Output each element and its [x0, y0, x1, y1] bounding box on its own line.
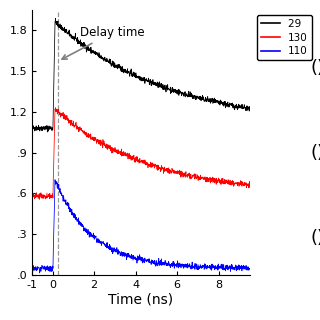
Text: Delay time: Delay time [62, 26, 144, 59]
X-axis label: Time (ns): Time (ns) [108, 293, 173, 307]
Text: (): () [310, 59, 320, 77]
Text: (): () [310, 144, 320, 162]
Text: (): () [310, 229, 320, 247]
Legend: 29 , 130, 110: 29 , 130, 110 [257, 15, 312, 60]
